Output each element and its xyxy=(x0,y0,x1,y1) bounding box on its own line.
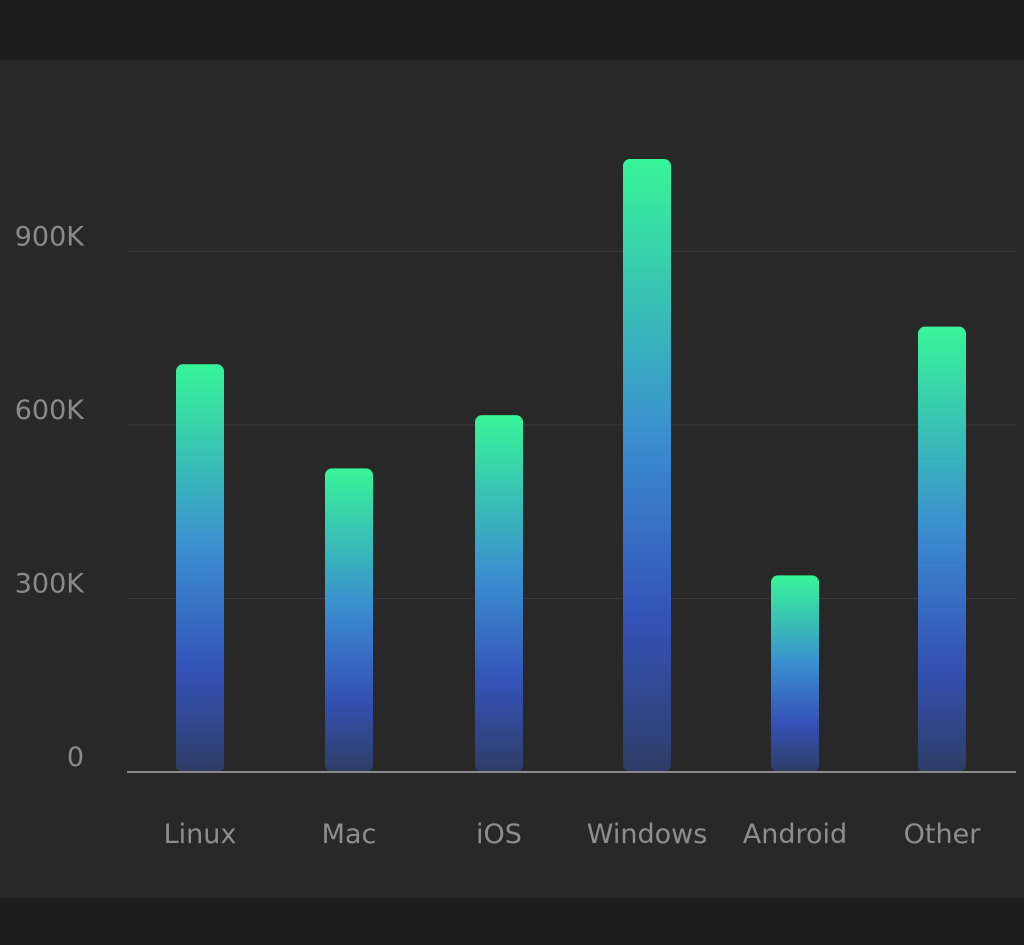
x-tick-label: Linux xyxy=(164,819,237,850)
bar-linux[interactable] xyxy=(176,364,224,772)
x-tick-label: Windows xyxy=(587,819,708,850)
bar-layer xyxy=(176,158,966,772)
grid-layer xyxy=(127,251,1016,599)
y-tick-label: 600K xyxy=(15,395,86,426)
y-tick-label: 300K xyxy=(15,569,86,600)
bar-android[interactable] xyxy=(771,575,819,772)
top-band xyxy=(0,0,1024,60)
bar-ios[interactable] xyxy=(475,415,523,772)
y-tick-label: 0 xyxy=(67,742,84,773)
y-tick-label: 900K xyxy=(15,222,86,253)
bottom-band xyxy=(0,898,1024,945)
bar-other[interactable] xyxy=(918,326,966,772)
bar-mac[interactable] xyxy=(325,468,373,772)
x-tick-label: Mac xyxy=(322,819,377,850)
label-layer: 0 300K 600K 900K Linux Mac iOS Windows Android Ot… xyxy=(15,222,981,851)
x-tick-label: iOS xyxy=(476,819,522,850)
x-tick-label: Android xyxy=(743,819,847,850)
bar-windows[interactable] xyxy=(623,158,671,772)
x-tick-label: Other xyxy=(904,819,982,850)
